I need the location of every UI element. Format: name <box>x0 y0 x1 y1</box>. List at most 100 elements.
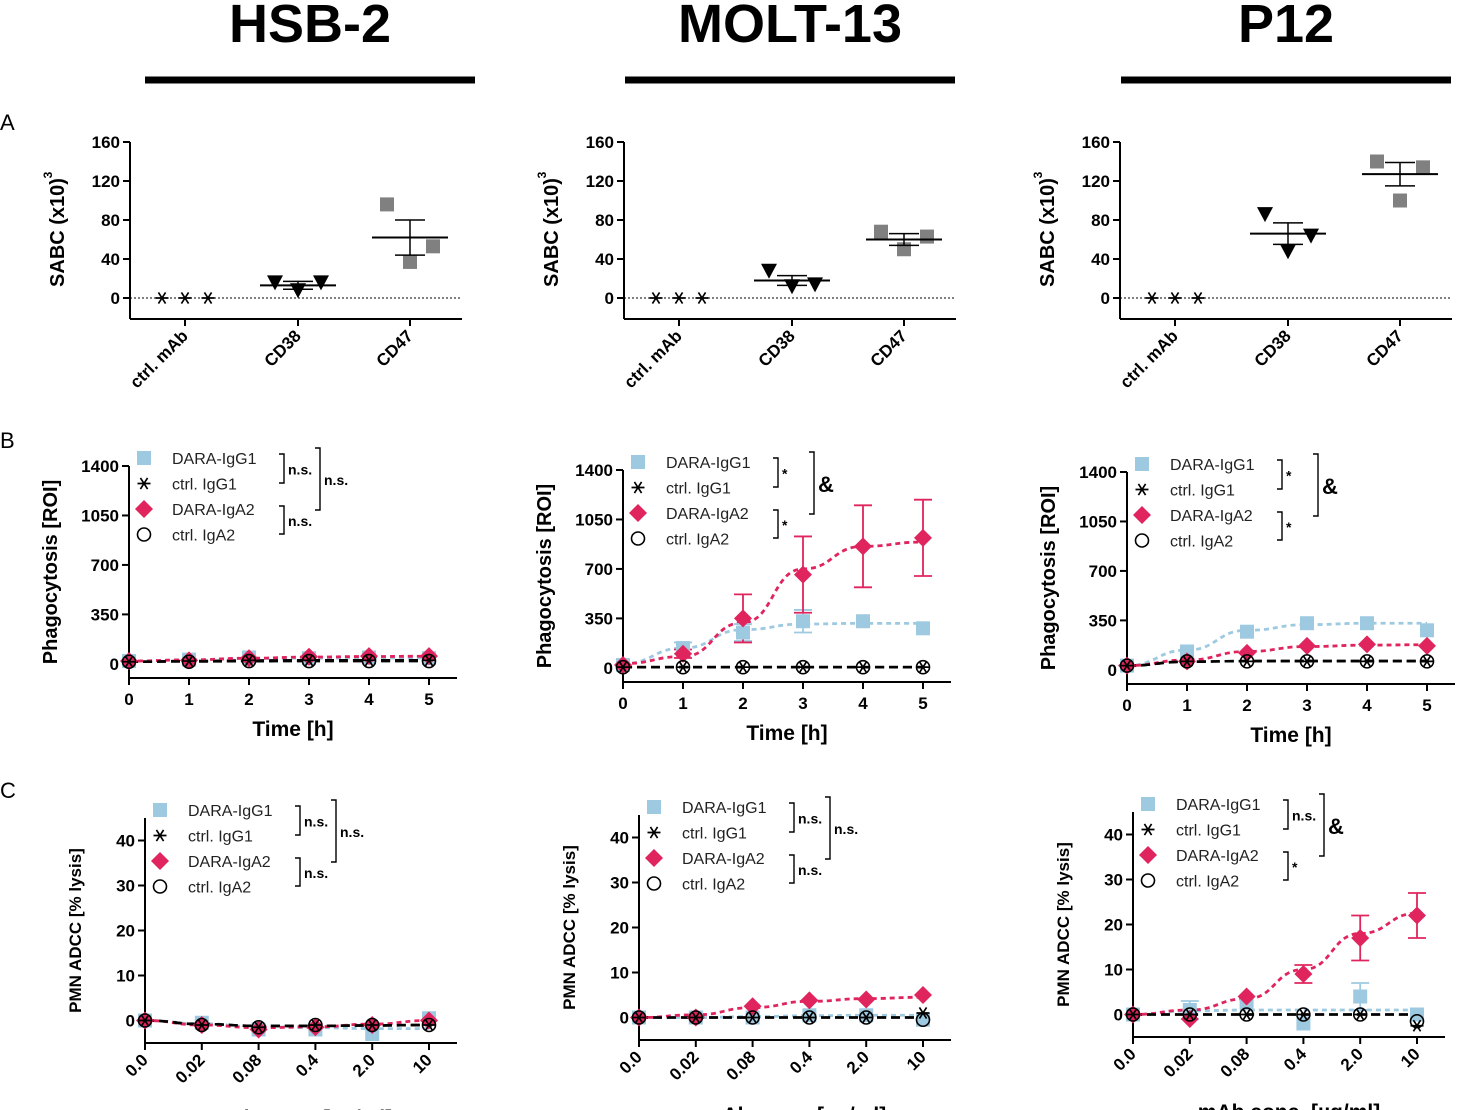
data-point <box>313 275 329 291</box>
legend-marker <box>629 504 647 522</box>
asterisk-mark <box>122 655 136 668</box>
asterisk-mark <box>422 1019 436 1031</box>
diamond-mark <box>300 647 318 666</box>
asterisk-mark <box>916 1007 930 1019</box>
square-mark <box>631 455 645 469</box>
x-tick-label: 0.08 <box>723 1047 760 1084</box>
circle-mark <box>136 527 152 542</box>
asterisk-mark <box>1145 292 1159 304</box>
data-point <box>916 621 930 636</box>
panel-a-chart: 0 40 80 120 160 ctrl. mAb CD38 CD47 SABC (x10)3 <box>41 133 462 392</box>
data-point <box>1420 655 1434 668</box>
x-tick-label: 0.0 <box>122 1050 152 1080</box>
x-tick-label: CD38 <box>261 326 305 370</box>
data-point <box>632 1011 646 1024</box>
legend-label: DARA-IgA2 <box>1176 848 1259 865</box>
legend-label: ctrl. IgG1 <box>682 826 747 843</box>
significance-label: * <box>1286 519 1292 535</box>
y-tick-label: 350 <box>91 605 119 624</box>
square-mark <box>920 229 934 244</box>
asterisk-mark <box>736 661 750 674</box>
data-point <box>914 528 932 547</box>
asterisk-mark <box>689 1011 703 1024</box>
y-tick-label: 700 <box>91 556 119 575</box>
significance-bracket <box>1319 793 1325 857</box>
y-tick-label: 160 <box>92 133 120 152</box>
asterisk-mark <box>1300 655 1314 668</box>
significance-bracket <box>1283 799 1289 830</box>
panel-b-chart: 0 350 700 1050 1400 0 1 2 3 4 5 Time [h] Phagocytosi… <box>534 451 951 745</box>
asterisk-mark <box>796 661 810 674</box>
x-tick-label: 0.02 <box>666 1047 703 1084</box>
y-tick-label: 0 <box>620 1009 629 1028</box>
data-point <box>1353 1008 1367 1021</box>
y-axis-title-superscript: 3 <box>1031 171 1045 178</box>
panel-c-chart: 0 10 20 30 40 0.0 0.02 0.08 0.4 2.0 10 mAb conc. [µ… <box>66 799 457 1110</box>
x-tick-label: 0 <box>124 690 133 709</box>
legend-marker <box>153 829 167 842</box>
asterisk-mark <box>856 661 870 674</box>
significance-label: n.s. <box>288 462 312 478</box>
asterisk-mark <box>155 292 169 304</box>
y-axis-title: PMN ADCC [% lysis] <box>66 848 85 1013</box>
y-axis-title: PMN ADCC [% lysis] <box>1054 842 1073 1007</box>
significance-label: * <box>1292 859 1298 875</box>
square-mark <box>916 1012 930 1027</box>
significance-label: n.s. <box>340 824 364 840</box>
asterisk-mark <box>859 1011 873 1024</box>
square-mark <box>1393 193 1407 208</box>
y-tick-label: 40 <box>1091 250 1110 269</box>
legend-label: ctrl. IgA2 <box>682 877 745 894</box>
legend-marker <box>645 849 663 867</box>
x-tick-label: CD47 <box>373 326 417 370</box>
data-point <box>1300 616 1314 631</box>
legend-marker <box>1135 457 1149 471</box>
diamond-mark <box>1139 846 1157 864</box>
x-tick-label: 2.0 <box>843 1047 873 1077</box>
data-point <box>616 661 630 674</box>
triangle-mark <box>1257 207 1273 223</box>
data-point <box>1351 929 1370 947</box>
data-point <box>1408 906 1426 925</box>
y-tick-label: 40 <box>595 250 614 269</box>
diamond-mark <box>249 1020 268 1039</box>
square-mark <box>647 800 661 814</box>
legend-label: ctrl. IgG1 <box>188 829 253 846</box>
y-axis-title: PMN ADCC [% lysis] <box>560 845 579 1010</box>
x-axis-title: Time [h] <box>746 722 827 745</box>
y-tick-label: 700 <box>585 560 613 579</box>
fit-curve <box>622 540 924 666</box>
diamond-mark <box>1408 906 1426 925</box>
y-tick-label: 1400 <box>575 461 613 480</box>
diamond-mark <box>854 537 872 556</box>
y-tick-label: 30 <box>1104 871 1123 890</box>
legend-marker <box>1139 846 1157 864</box>
significance-label: n.s. <box>1292 808 1316 824</box>
x-tick-label: CD47 <box>1363 326 1407 370</box>
triangle-mark <box>313 275 329 291</box>
asterisk-mark <box>916 661 930 674</box>
square-mark <box>1240 624 1254 639</box>
asterisk-mark <box>649 292 663 304</box>
y-axis-title-superscript: 3 <box>535 171 549 178</box>
square-mark <box>1360 616 1374 631</box>
data-point <box>201 292 215 304</box>
data-point <box>734 609 752 628</box>
data-point <box>422 1019 436 1031</box>
y-axis-title: SABC (x10) <box>47 178 69 287</box>
significance-bracket <box>295 857 301 887</box>
x-axis-title: mAb conc. [µg/ml] <box>704 1104 886 1110</box>
asterisk-mark <box>695 292 709 304</box>
data-point <box>746 1011 760 1024</box>
panel-label-a: A <box>0 110 15 135</box>
x-tick-label: 0.08 <box>229 1050 266 1087</box>
asterisk-mark <box>1240 1008 1254 1021</box>
y-tick-label: 120 <box>92 172 120 191</box>
data-point <box>800 991 819 1010</box>
data-point <box>796 614 810 629</box>
diamond-mark <box>1418 636 1436 655</box>
data-point <box>672 292 686 304</box>
circle-mark <box>1140 873 1156 888</box>
asterisk-mark <box>138 1014 152 1027</box>
column-title: MOLT-13 <box>678 0 902 54</box>
